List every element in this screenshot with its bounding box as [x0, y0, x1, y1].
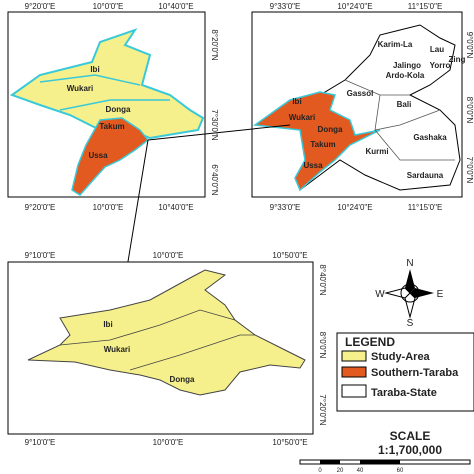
- southern-shape: [71, 117, 150, 196]
- lat-label: 8°20'0"N: [210, 29, 219, 60]
- lon-label: 10°0'0"E: [93, 203, 124, 212]
- compass-west: W: [375, 289, 385, 300]
- lat-label: 8°0'0"N: [318, 332, 327, 359]
- lon-label: 9°20'0"E: [25, 2, 56, 11]
- region-label: Gassol: [347, 89, 374, 98]
- compass-rose: [384, 269, 434, 319]
- region-label: Ussa: [303, 161, 323, 170]
- legend-label: Study-Area: [371, 351, 431, 363]
- scale-title: SCALE: [390, 429, 431, 443]
- legend-title: LEGEND: [345, 335, 395, 349]
- region-label: Donga: [170, 375, 195, 384]
- compass-east: E: [437, 289, 444, 300]
- legend-swatch: [341, 350, 367, 362]
- scale-ratio: 1:1,700,000: [378, 443, 442, 457]
- scale-bar: [299, 459, 471, 465]
- lat-label: 7°20'0"N: [318, 394, 327, 425]
- region-label: Wukari: [67, 84, 94, 93]
- region-label: Ibi: [103, 320, 112, 329]
- region-label: Takum: [99, 122, 124, 131]
- region-label: Ussa: [88, 151, 108, 160]
- lon-label: 9°10'0"E: [25, 251, 56, 260]
- region-label: Yorro: [430, 61, 451, 70]
- boundary: [374, 94, 441, 131]
- legend-swatch: [341, 366, 367, 378]
- lon-label: 10°0'0"E: [153, 251, 184, 260]
- legend-swatch: [341, 384, 367, 398]
- region-label: Ardo-Kola: [386, 71, 425, 80]
- lon-label: 10°0'0"E: [153, 438, 184, 447]
- lon-label: 10°0'0"E: [93, 2, 124, 11]
- boundary: [129, 334, 255, 371]
- scale-label: 0: [318, 468, 322, 474]
- region-label: Zing: [449, 55, 466, 64]
- boundary: [59, 99, 170, 111]
- lon-label: 9°20'0"E: [25, 203, 56, 212]
- region-label: Jalingo: [393, 61, 421, 70]
- lon-label: 11°15'0"E: [408, 203, 443, 212]
- region-label: Kurmi: [365, 147, 388, 156]
- region-label: Donga: [106, 105, 131, 114]
- region-label: Donga: [318, 125, 343, 134]
- region-label: Sardauna: [407, 171, 444, 180]
- lat-label: 8°40'0"N: [318, 264, 327, 295]
- legend-label: Taraba-State: [371, 387, 437, 399]
- region-label: Takum: [310, 140, 335, 149]
- lon-label: 10°50'0"E: [272, 438, 307, 447]
- boundary: [59, 309, 236, 346]
- scale-label: 40: [357, 468, 364, 474]
- lon-label: 10°24'0"E: [337, 203, 372, 212]
- lon-label: 9°10'0"E: [25, 438, 56, 447]
- connector: [147, 124, 291, 141]
- region-label: Ibi: [292, 97, 301, 106]
- compass-north: N: [406, 258, 413, 269]
- compass-south: S: [407, 318, 414, 329]
- lon-label: 10°50'0"E: [272, 251, 307, 260]
- lon-label: 9°33'0"E: [270, 2, 301, 11]
- lat-label: 8°0'0"N: [465, 97, 474, 124]
- region-label: Ibi: [90, 65, 99, 74]
- region-label: Lau: [430, 45, 444, 54]
- lon-label: 11°15'0"E: [408, 2, 443, 11]
- region-label: Wukari: [104, 345, 131, 354]
- scale-label: 20: [337, 468, 344, 474]
- scale-label: 60: [397, 468, 404, 474]
- legend-label: Southern-Taraba: [371, 367, 459, 379]
- study-area-shape: [27, 269, 306, 396]
- region-label: Wukari: [289, 113, 316, 122]
- region-label: Bali: [397, 100, 412, 109]
- lat-label: 6°40'0"N: [210, 164, 219, 195]
- boundary: [39, 74, 141, 86]
- lon-label: 10°24'0"E: [337, 2, 372, 11]
- southern-shape: [252, 91, 381, 192]
- boundary: [374, 129, 455, 161]
- region-label: Karim-La: [378, 40, 413, 49]
- lat-label: 7°30'0"N: [210, 109, 219, 140]
- lat-label: 7°0'0"N: [465, 157, 474, 184]
- lon-label: 10°40'0"E: [158, 2, 193, 11]
- lon-label: 10°40'0"E: [158, 203, 193, 212]
- lon-label: 9°33'0"E: [270, 203, 301, 212]
- lat-label: 9°0'0"N: [465, 32, 474, 59]
- region-label: Gashaka: [413, 133, 447, 142]
